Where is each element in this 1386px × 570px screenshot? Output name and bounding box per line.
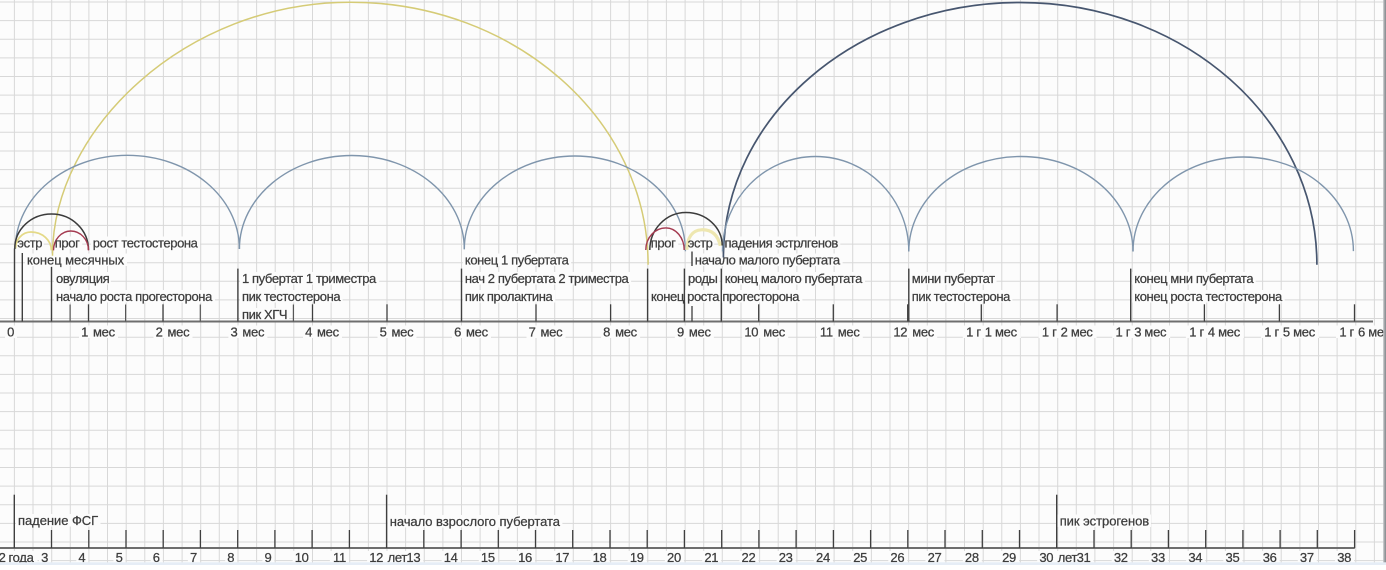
svg-text:конец роста прогесторона: конец роста прогесторона xyxy=(651,289,800,304)
svg-text:10: 10 xyxy=(744,325,758,340)
svg-text:нач 2 пубертата 2 триместра: нач 2 пубертата 2 триместра xyxy=(465,271,630,286)
svg-text:конец роста тестостерона: конец роста тестостерона xyxy=(1134,289,1283,304)
svg-text:мес: мес xyxy=(838,325,861,340)
svg-text:1 мес: 1 мес xyxy=(985,325,1018,340)
svg-text:3 мес: 3 мес xyxy=(1134,325,1167,340)
svg-text:конец 1 пубертата: конец 1 пубертата xyxy=(465,253,570,268)
svg-text:начало взрослого пубертата: начало взрослого пубертата xyxy=(390,514,561,529)
svg-text:6: 6 xyxy=(454,325,461,340)
svg-text:9: 9 xyxy=(677,325,684,340)
svg-text:овуляция: овуляция xyxy=(56,271,110,286)
svg-text:роды: роды xyxy=(688,271,718,286)
svg-text:1: 1 xyxy=(81,325,88,340)
svg-text:11: 11 xyxy=(820,325,833,340)
svg-text:конец месячных: конец месячных xyxy=(27,253,125,268)
svg-text:мес: мес xyxy=(466,325,489,340)
svg-text:7: 7 xyxy=(529,325,536,340)
svg-text:мес: мес xyxy=(168,325,191,340)
svg-text:эстр: эстр xyxy=(688,236,713,251)
svg-text:6 мес: 6 мес xyxy=(1358,325,1386,340)
svg-text:0: 0 xyxy=(7,325,14,340)
svg-text:пик тестостерона: пик тестостерона xyxy=(242,289,341,304)
svg-text:1 г: 1 г xyxy=(1264,325,1279,340)
svg-text:1 г: 1 г xyxy=(1042,325,1057,340)
svg-text:мес: мес xyxy=(689,325,712,340)
svg-text:конец малого пубертата: конец малого пубертата xyxy=(725,271,863,286)
svg-text:2: 2 xyxy=(156,325,163,340)
svg-text:1 г: 1 г xyxy=(1339,325,1354,340)
svg-text:мес: мес xyxy=(392,325,415,340)
svg-text:5: 5 xyxy=(380,325,387,340)
svg-text:1 г: 1 г xyxy=(966,325,981,340)
svg-text:пик эстрогенов: пик эстрогенов xyxy=(1060,514,1150,529)
svg-text:8: 8 xyxy=(603,325,610,340)
svg-text:прог: прог xyxy=(55,236,80,251)
svg-text:пик ХГЧ: пик ХГЧ xyxy=(242,307,287,322)
svg-text:2 мес: 2 мес xyxy=(1061,325,1094,340)
svg-text:5 мес: 5 мес xyxy=(1283,325,1316,340)
svg-text:3: 3 xyxy=(230,325,237,340)
svg-text:мес: мес xyxy=(317,325,340,340)
svg-text:конец мни пубертата: конец мни пубертата xyxy=(1134,271,1254,286)
svg-text:12: 12 xyxy=(893,325,907,340)
svg-text:мес: мес xyxy=(912,325,935,340)
svg-text:мес: мес xyxy=(541,325,564,340)
svg-text:рост тестостерона: рост тестостерона xyxy=(93,236,199,251)
svg-text:мес: мес xyxy=(615,325,638,340)
svg-text:мес: мес xyxy=(93,325,116,340)
svg-text:падение ФСГ: падение ФСГ xyxy=(18,513,98,528)
svg-text:падения эстрлгенов: падения эстрлгенов xyxy=(725,236,839,251)
svg-text:4 мес: 4 мес xyxy=(1208,325,1241,340)
svg-text:эстр: эстр xyxy=(17,236,42,251)
svg-text:мес: мес xyxy=(242,325,265,340)
svg-text:мини пубертат: мини пубертат xyxy=(912,271,995,286)
svg-text:4: 4 xyxy=(305,325,312,340)
svg-text:начало малого пубертата: начало малого пубертата xyxy=(695,253,841,268)
svg-text:пик тестостерона: пик тестостерона xyxy=(912,289,1011,304)
svg-text:1 г: 1 г xyxy=(1189,325,1204,340)
svg-text:мес: мес xyxy=(763,325,786,340)
svg-text:1 пубертат 1 триместра: 1 пубертат 1 триместра xyxy=(242,271,377,286)
svg-text:1 г: 1 г xyxy=(1116,325,1131,340)
svg-text:прог: прог xyxy=(651,236,676,251)
svg-text:начало роста прогесторона: начало роста прогесторона xyxy=(56,289,213,304)
svg-text:пик пролактина: пик пролактина xyxy=(465,289,554,304)
